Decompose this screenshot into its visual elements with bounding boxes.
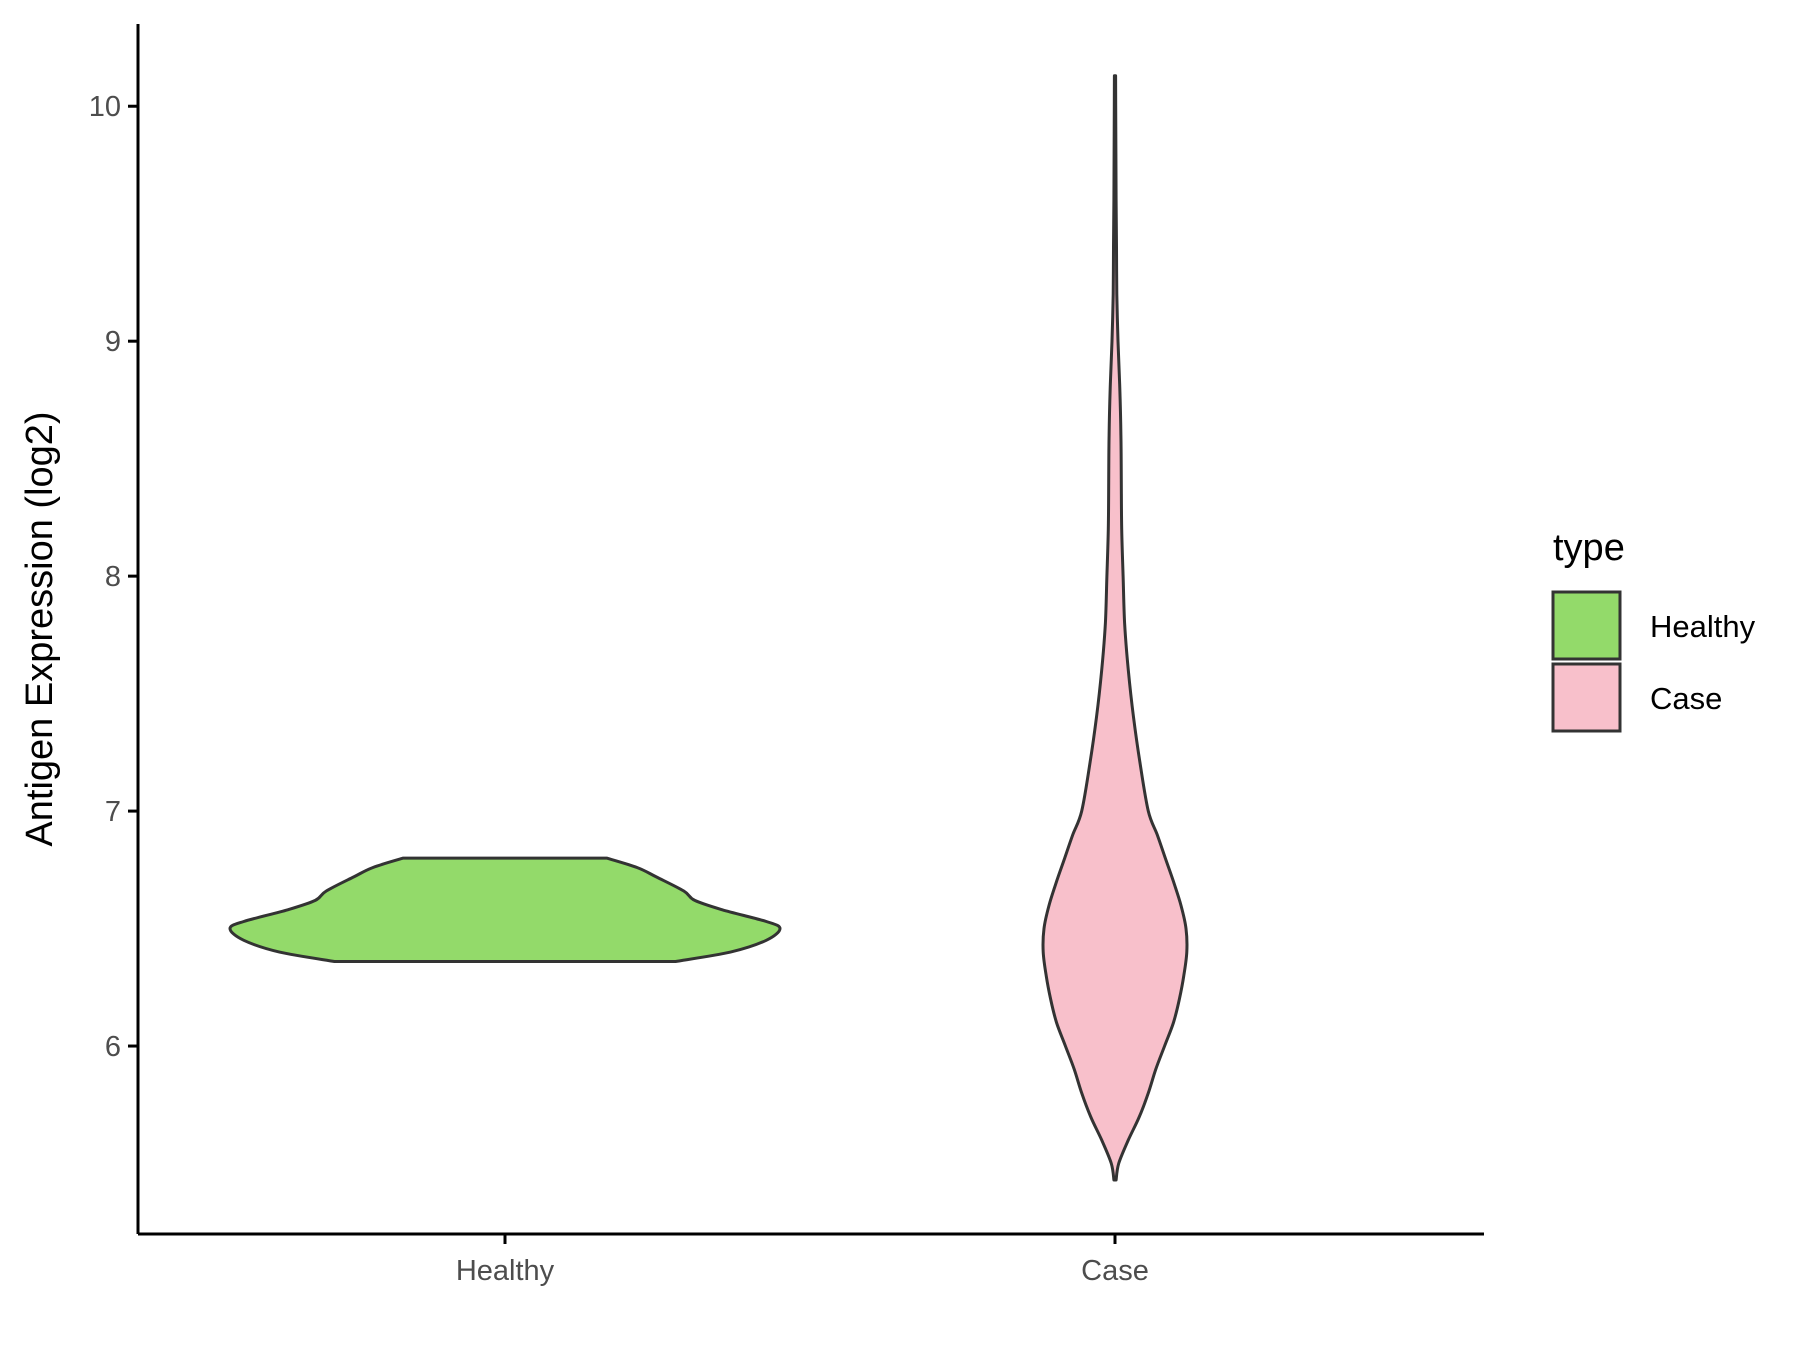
y-tick-label: 10 (89, 91, 121, 123)
axes (136, 24, 1484, 1236)
y-tick-label: 6 (105, 1031, 121, 1063)
legend-entries: Healthy Case (1551, 590, 1756, 733)
violins (228, 74, 1189, 1182)
legend: type Healthy Case (1551, 527, 1756, 733)
y-tick-label: 7 (105, 796, 121, 828)
legend-label-case: Case (1650, 681, 1722, 716)
x-tick-label: Healthy (456, 1255, 555, 1287)
legend-key-healthy (1551, 590, 1622, 661)
violin-case (1041, 74, 1189, 1182)
y-axis-title: Antigen Expression (log2) (19, 411, 61, 846)
x-ticks: Healthy Case (456, 1234, 1149, 1287)
y-tick-label: 9 (105, 326, 121, 358)
x-tick-label: Case (1081, 1255, 1149, 1287)
y-ticks: 6 7 8 9 10 (89, 91, 138, 1063)
y-tick-label: 8 (105, 561, 121, 593)
legend-label-healthy: Healthy (1650, 609, 1756, 644)
legend-title: type (1553, 527, 1625, 569)
legend-key-case (1551, 662, 1622, 733)
violin-healthy (228, 856, 782, 963)
